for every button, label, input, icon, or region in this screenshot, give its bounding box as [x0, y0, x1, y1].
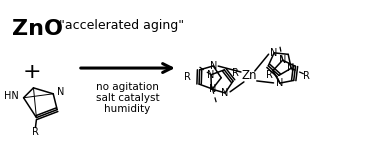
Text: Zn: Zn — [241, 69, 257, 82]
Text: R: R — [303, 71, 310, 81]
Text: "accelerated aging": "accelerated aging" — [59, 19, 184, 32]
Text: R: R — [266, 70, 273, 80]
Text: R: R — [32, 127, 39, 137]
Text: N: N — [270, 48, 278, 58]
Text: HN: HN — [4, 91, 19, 101]
Text: +: + — [22, 62, 41, 82]
Text: N: N — [288, 63, 295, 73]
Text: N: N — [276, 78, 284, 88]
Text: salt catalyst: salt catalyst — [96, 93, 159, 103]
Text: N: N — [222, 88, 229, 98]
Text: N: N — [209, 84, 216, 94]
Text: N: N — [279, 55, 286, 65]
Text: N: N — [57, 87, 65, 97]
Text: R: R — [232, 68, 239, 78]
Text: N: N — [207, 70, 215, 80]
Text: humidity: humidity — [104, 104, 150, 114]
Text: ZnO: ZnO — [12, 19, 63, 39]
Text: N: N — [209, 61, 217, 71]
Text: R: R — [184, 72, 191, 82]
Text: no agitation: no agitation — [96, 82, 159, 92]
